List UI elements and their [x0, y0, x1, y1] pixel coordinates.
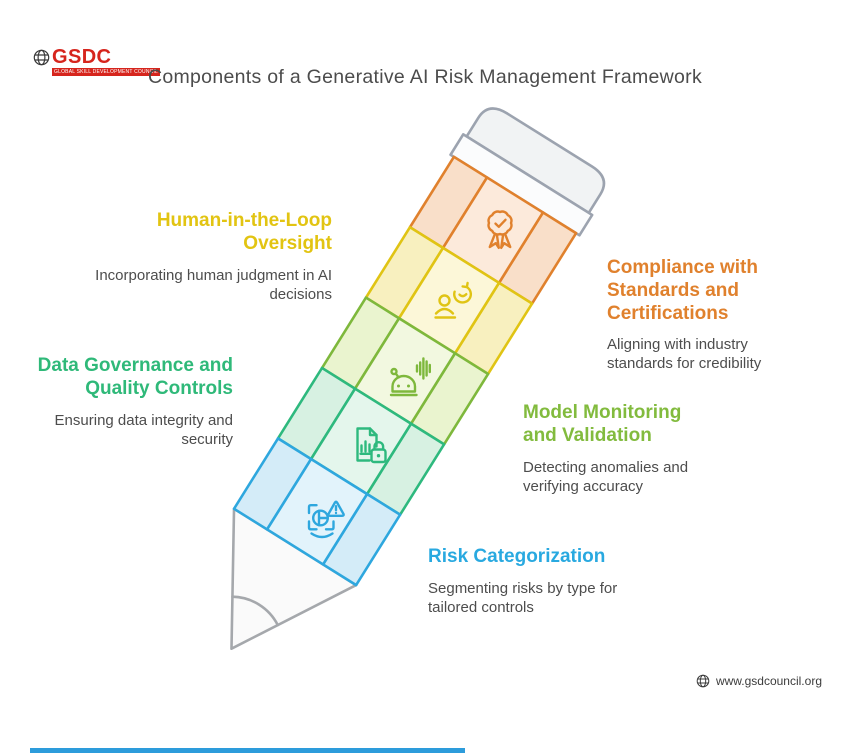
- component-title: Human-in-the-Loop Oversight: [156, 210, 332, 254]
- component-title: Data Governance and Quality Controls: [37, 355, 233, 399]
- human-refresh-icon: [434, 281, 472, 319]
- component-description: Segmenting risks by type for tailored co…: [428, 579, 618, 616]
- logo-text: GSDC: [52, 46, 112, 68]
- globe-logo-icon: [33, 49, 50, 66]
- progress-bar[interactable]: [30, 748, 465, 753]
- logo-tagline: GLOBAL SKILL DEVELOPMENT COUNCIL: [52, 68, 161, 76]
- label-data-governance: Data Governance and Quality Controls Ens…: [13, 355, 233, 449]
- gsdc-logo: GSDC GLOBAL SKILL DEVELOPMENT COUNCIL: [33, 46, 161, 76]
- label-compliance: Compliance with Standards and Certificat…: [607, 257, 787, 373]
- document-lock-icon: [356, 427, 387, 464]
- label-risk-categorization: Risk Categorization Segmenting risks by …: [428, 546, 633, 617]
- robot-signal-icon: [389, 357, 431, 397]
- label-human-in-the-loop: Human-in-the-Loop Oversight Incorporatin…: [72, 210, 332, 304]
- component-title: Risk Categorization: [428, 546, 606, 567]
- component-description: Incorporating human judgment in AI decis…: [95, 266, 332, 303]
- label-model-monitoring: Model Monitoring and Validation Detectin…: [523, 402, 713, 496]
- globe-icon: [696, 674, 710, 688]
- component-title: Model Monitoring and Validation: [523, 402, 682, 446]
- award-ribbon-icon: [487, 210, 513, 249]
- face-scan-warning-icon: [307, 500, 345, 539]
- component-title: Compliance with Standards and Certificat…: [607, 257, 758, 324]
- pencil-segment-model-monitoring: [320, 296, 490, 446]
- page-title: Components of a Generative AI Risk Manag…: [147, 66, 703, 88]
- component-description: Aligning with industry standards for cre…: [607, 336, 762, 373]
- pencil-eraser: [449, 107, 606, 237]
- component-description: Detecting anomalies and verifying accura…: [523, 458, 689, 495]
- footer: www.gsdcouncil.org: [696, 674, 822, 688]
- component-description: Ensuring data integrity and security: [54, 411, 233, 448]
- pencil: [230, 107, 606, 651]
- footer-website: www.gsdcouncil.org: [715, 674, 822, 688]
